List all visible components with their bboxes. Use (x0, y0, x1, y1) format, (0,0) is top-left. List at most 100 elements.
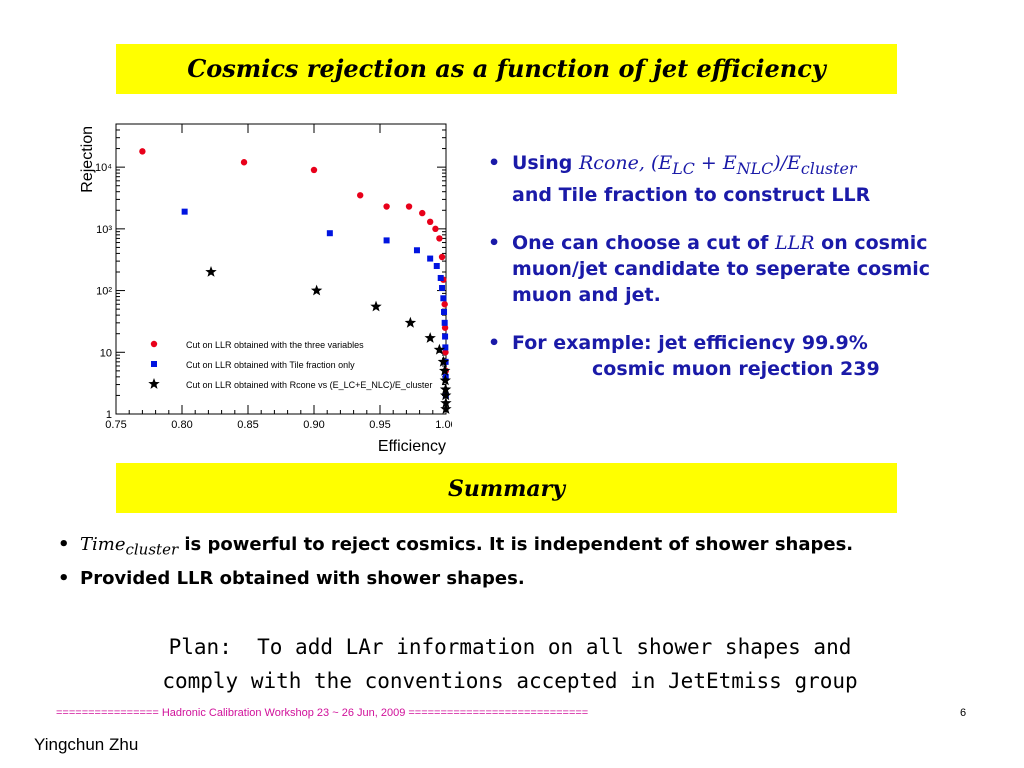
series-2-point (181, 208, 188, 215)
bullet-dot: • (488, 231, 501, 254)
series-1-point (405, 203, 413, 210)
bullet-text: cosmic muon rejection 239 (592, 357, 880, 380)
plan-text: Plan: To add LAr information on all show… (60, 630, 960, 698)
series-1-point (357, 192, 364, 199)
bullet-dot: • (488, 331, 501, 354)
series-3-point (439, 374, 451, 386)
legend-marker (151, 361, 157, 367)
y-axis-label: Rejection (79, 126, 96, 193)
series-2-point (442, 344, 449, 351)
series-3-point (404, 316, 417, 328)
legend-label: Cut on LLR obtained with the three varia… (186, 340, 364, 350)
bullet-cut-llr: • One can choose a cut of LLR on cosmic … (488, 230, 938, 308)
series-1-point (441, 324, 449, 331)
math-sub: LC (672, 158, 695, 178)
series-3-point (440, 397, 452, 408)
footer-text: ================ Hadronic Calibration Wo… (56, 707, 589, 719)
efficiency-rejection-chart: 0.75 0.80 0.85 0.90 0.95 1.00 1 10 10² 10³ 10⁴ Effi… (79, 123, 452, 455)
series-3-point (440, 403, 452, 414)
x-tick-label: 0.90 (303, 419, 324, 431)
legend-label: Cut on LLR obtained with Rcone vs (E_LC+… (186, 380, 432, 390)
bullet-text: and Tile fraction to construct LLR (512, 183, 871, 206)
series-1-point (432, 225, 439, 233)
series-2-point (437, 274, 444, 281)
math-part: + E (694, 152, 737, 174)
series-1-point (436, 235, 443, 242)
math-part: Time (80, 534, 126, 555)
bullet-list: • Using Rcone, (ELC + ENLC)/Ecluster and… (488, 150, 938, 404)
math-sub: cluster (125, 540, 179, 559)
series-2-point (413, 247, 420, 254)
series-3-point (437, 355, 450, 367)
plot-frame (115, 123, 447, 415)
series-3-point (439, 383, 452, 395)
math-sub: NLC (736, 158, 774, 178)
y-tick-label: 10 (100, 347, 112, 359)
series-1-point (441, 301, 448, 308)
series-1-point (383, 203, 390, 210)
series-1-point (240, 159, 248, 166)
y-tick-label: 10⁴ (95, 162, 112, 174)
series-1-point (310, 166, 318, 174)
x-tick-label: 1.00 (435, 419, 452, 431)
summary-title: Summary (116, 463, 897, 513)
series-3-point (440, 389, 452, 401)
math-part: Rcone, (E (579, 152, 673, 174)
series-2-point (326, 230, 333, 237)
plan-line: Plan: To add LAr information on all show… (168, 635, 852, 659)
summary-item: • Provided LLR obtained with shower shap… (58, 562, 978, 596)
bullet-dot: • (58, 568, 70, 589)
series-3-point (205, 266, 217, 277)
footer: ================ Hadronic Calibration Wo… (56, 707, 986, 719)
series-2-point (383, 237, 390, 244)
legend-marker (150, 340, 158, 348)
y-tick-label: 1 (106, 409, 112, 421)
summary-math: Timecluster (80, 534, 178, 559)
series-2-point (442, 333, 449, 340)
bullet-text: Using (512, 152, 579, 174)
series-3-point (439, 364, 451, 376)
legend-marker (148, 378, 160, 389)
plan-line: comply with the conventions accepted in … (162, 669, 858, 693)
summary-list: • Timecluster is powerful to reject cosm… (58, 528, 978, 596)
series-1-point (442, 349, 449, 356)
legend-label: Cut on LLR obtained with Tile fraction o… (186, 360, 355, 370)
series-3-point (370, 300, 382, 312)
series-2-point (439, 285, 446, 292)
series-2-point (433, 263, 440, 270)
bullet-dot: • (58, 534, 70, 555)
series-3-point (424, 332, 436, 343)
series-3-point (310, 284, 323, 296)
bullet-math: LLR (774, 231, 815, 254)
series-2-point (441, 308, 448, 315)
bullet-text: For example: jet efficiency 99.9% (512, 331, 868, 354)
series-2-point (441, 319, 448, 326)
bullet-using: • Using Rcone, (ELC + ENLC)/Ecluster and… (488, 150, 938, 208)
series-1-point (419, 209, 426, 217)
summary-item: • Timecluster is powerful to reject cosm… (58, 528, 978, 562)
x-tick-label: 0.95 (369, 419, 390, 431)
summary-text: is powerful to reject cosmics. It is ind… (178, 534, 854, 555)
bullet-example: • For example: jet efficiency 99.9% cosm… (488, 330, 938, 382)
math-sub: cluster (800, 158, 857, 178)
author-name: Yingchun Zhu (34, 735, 139, 754)
series-1-point (139, 148, 146, 155)
x-tick-label: 0.85 (237, 419, 258, 431)
slide-title: Cosmics rejection as a function of jet e… (116, 44, 897, 94)
bullet-math: Rcone, (ELC + ENLC)/Ecluster (579, 152, 856, 178)
bullet-text: One can choose a cut of (512, 231, 775, 254)
x-axis-label: Efficiency (378, 438, 446, 455)
series-2-point (440, 295, 447, 302)
summary-text: Provided LLR obtained with shower shapes… (80, 568, 525, 589)
y-tick-label: 10² (96, 286, 112, 298)
series-1-point (426, 218, 434, 226)
x-tick-label: 0.80 (171, 419, 192, 431)
series-2-point (427, 255, 434, 262)
x-tick-label: 0.75 (105, 419, 126, 431)
series-1-point (438, 253, 446, 261)
bullet-text: on cosmic muon/jet candidate to seperate… (512, 231, 931, 306)
series-3-point (433, 343, 446, 355)
y-tick-label: 10³ (96, 224, 112, 236)
math-part: )/E (773, 152, 801, 174)
page-number: 6 (960, 707, 967, 719)
